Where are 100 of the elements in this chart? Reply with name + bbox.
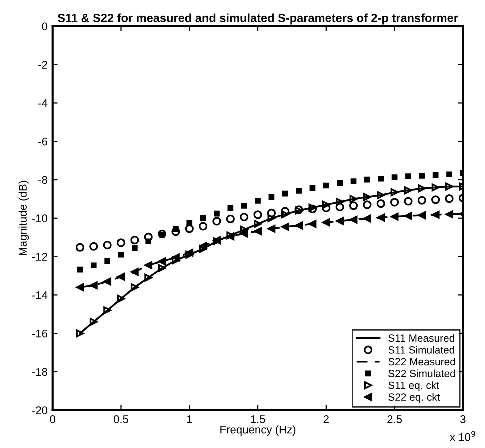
point (118, 252, 124, 258)
y-tick-label: -4 (38, 100, 48, 108)
point (390, 198, 400, 207)
legend-label: S11 Measured (388, 334, 454, 342)
point (104, 278, 112, 286)
point (90, 262, 97, 269)
point (406, 174, 412, 180)
x-tick-label: 2.5 (388, 416, 402, 424)
point (392, 174, 398, 180)
point (390, 212, 399, 221)
chart-title: S11 & S22 for measured and simulated S-parameters of 2-p transformer (58, 14, 458, 25)
point (281, 210, 290, 219)
point (144, 261, 153, 270)
point (322, 201, 330, 209)
point (336, 198, 344, 206)
legend-label: S22 Simulated (388, 370, 456, 378)
point (281, 223, 290, 231)
point (350, 216, 358, 224)
point (117, 295, 126, 303)
point (240, 226, 248, 234)
point (378, 176, 384, 182)
point (240, 212, 249, 222)
point (268, 214, 276, 222)
point (390, 188, 399, 196)
point (363, 214, 372, 223)
point (445, 194, 454, 204)
point (90, 282, 98, 290)
point (158, 264, 166, 272)
point (446, 210, 454, 219)
point (90, 242, 98, 251)
point (296, 188, 302, 194)
point (199, 245, 208, 254)
y-tick-label: -16 (32, 330, 48, 338)
point (117, 272, 126, 281)
point (377, 191, 386, 200)
point (185, 224, 194, 234)
point (432, 210, 440, 219)
y-axis-title: Magnitude (dB) (18, 181, 30, 256)
point (90, 318, 98, 326)
x-tick-label: 2 (324, 416, 329, 424)
point (158, 230, 167, 238)
x-tick-label: 0 (50, 416, 56, 424)
point (212, 217, 222, 226)
y-tick-label: -8 (38, 176, 48, 184)
point (432, 196, 440, 204)
point (104, 306, 112, 315)
point (241, 203, 248, 209)
point (281, 207, 290, 216)
y-tick-label: -14 (32, 292, 48, 300)
y-tick-label: -2 (38, 61, 48, 69)
point (172, 254, 180, 262)
point (282, 190, 288, 197)
point (349, 202, 358, 210)
point (337, 180, 343, 186)
point (130, 268, 139, 276)
point (418, 212, 426, 220)
point (103, 240, 112, 250)
point (446, 182, 454, 191)
point (240, 230, 248, 238)
point (132, 245, 138, 252)
point (254, 210, 262, 220)
point (404, 186, 412, 195)
legend-label: S11 eq. ckt (388, 382, 440, 392)
point (186, 248, 194, 257)
point (130, 284, 139, 292)
x-tick-label: 3 (460, 416, 466, 424)
point (322, 218, 330, 227)
point (323, 182, 330, 189)
point (418, 196, 426, 205)
point (104, 258, 110, 264)
legend-label: S22 eq. ckt (388, 393, 440, 404)
y-tick-label: -20 (32, 406, 48, 415)
point (77, 266, 84, 273)
point (76, 243, 85, 252)
y-tick-label: 0 (42, 22, 48, 31)
point (432, 172, 439, 178)
point (404, 197, 413, 206)
legend-label: S11 Simulated (388, 346, 454, 354)
point (295, 222, 304, 230)
point (268, 225, 276, 233)
point (350, 195, 358, 204)
point (76, 284, 84, 292)
point (432, 184, 440, 192)
point (419, 173, 426, 179)
point (446, 172, 452, 178)
point (254, 227, 262, 236)
point (322, 204, 331, 213)
point (254, 220, 262, 228)
point (186, 220, 193, 226)
point (363, 193, 372, 202)
y-tick-label: -18 (32, 368, 48, 376)
point (173, 226, 179, 232)
point (376, 200, 386, 208)
point (377, 214, 386, 222)
point (336, 202, 344, 212)
point (200, 215, 206, 222)
point (363, 200, 372, 210)
x-tick-label: 1.5 (251, 416, 266, 424)
x-tick-label: 1 (187, 416, 192, 424)
y-tick-label: -12 (32, 253, 48, 261)
